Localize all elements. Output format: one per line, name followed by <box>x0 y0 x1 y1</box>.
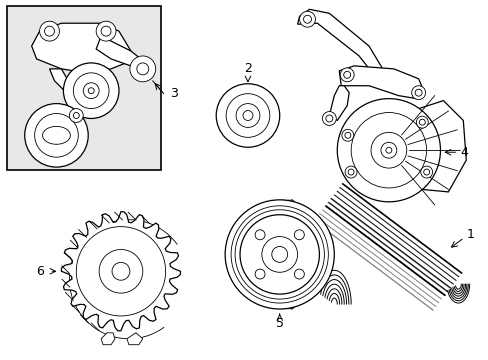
Polygon shape <box>61 212 180 331</box>
Circle shape <box>73 73 109 109</box>
Circle shape <box>137 63 148 75</box>
Circle shape <box>294 269 304 279</box>
Circle shape <box>73 113 79 118</box>
Polygon shape <box>49 69 83 100</box>
Circle shape <box>88 88 94 94</box>
Polygon shape <box>406 100 466 192</box>
Bar <box>7 6 161 170</box>
Circle shape <box>216 84 279 147</box>
Circle shape <box>420 166 432 178</box>
Text: 4: 4 <box>459 146 467 159</box>
Circle shape <box>262 237 297 272</box>
Circle shape <box>96 21 116 41</box>
Circle shape <box>337 99 440 202</box>
Text: 1: 1 <box>466 228 473 241</box>
Circle shape <box>294 230 304 240</box>
Circle shape <box>411 86 425 100</box>
Polygon shape <box>127 333 142 345</box>
Circle shape <box>344 132 350 138</box>
Circle shape <box>255 269 264 279</box>
Circle shape <box>415 116 427 128</box>
Circle shape <box>370 132 406 168</box>
Circle shape <box>414 89 421 96</box>
Circle shape <box>236 104 259 127</box>
Circle shape <box>63 63 119 118</box>
Circle shape <box>271 247 287 262</box>
Circle shape <box>243 111 252 121</box>
Circle shape <box>350 113 426 188</box>
Polygon shape <box>96 36 148 76</box>
Circle shape <box>76 227 165 316</box>
Polygon shape <box>297 9 383 79</box>
Polygon shape <box>42 126 70 144</box>
Circle shape <box>35 113 78 157</box>
Polygon shape <box>32 23 131 73</box>
Circle shape <box>325 115 332 122</box>
Circle shape <box>380 142 396 158</box>
Text: 2: 2 <box>244 62 251 75</box>
Circle shape <box>48 127 64 143</box>
Circle shape <box>83 83 99 99</box>
Circle shape <box>99 249 142 293</box>
Polygon shape <box>101 333 115 345</box>
Circle shape <box>240 215 319 294</box>
Circle shape <box>255 230 264 240</box>
Circle shape <box>419 119 425 125</box>
Circle shape <box>69 109 83 122</box>
Circle shape <box>345 166 356 178</box>
Circle shape <box>40 21 60 41</box>
Polygon shape <box>339 66 423 99</box>
Circle shape <box>322 112 336 125</box>
Circle shape <box>343 71 350 78</box>
Text: 6: 6 <box>36 265 43 278</box>
Circle shape <box>423 169 429 175</box>
Circle shape <box>112 262 130 280</box>
Circle shape <box>299 11 315 27</box>
Circle shape <box>130 56 155 82</box>
Circle shape <box>385 147 391 153</box>
Circle shape <box>303 15 311 23</box>
Polygon shape <box>328 86 348 121</box>
Text: 3: 3 <box>170 87 178 100</box>
Circle shape <box>340 68 353 82</box>
Circle shape <box>341 129 353 141</box>
Circle shape <box>44 26 54 36</box>
Circle shape <box>25 104 88 167</box>
Circle shape <box>224 200 334 309</box>
Circle shape <box>225 94 269 137</box>
Circle shape <box>101 26 111 36</box>
Circle shape <box>347 169 353 175</box>
Text: 5: 5 <box>275 318 283 330</box>
